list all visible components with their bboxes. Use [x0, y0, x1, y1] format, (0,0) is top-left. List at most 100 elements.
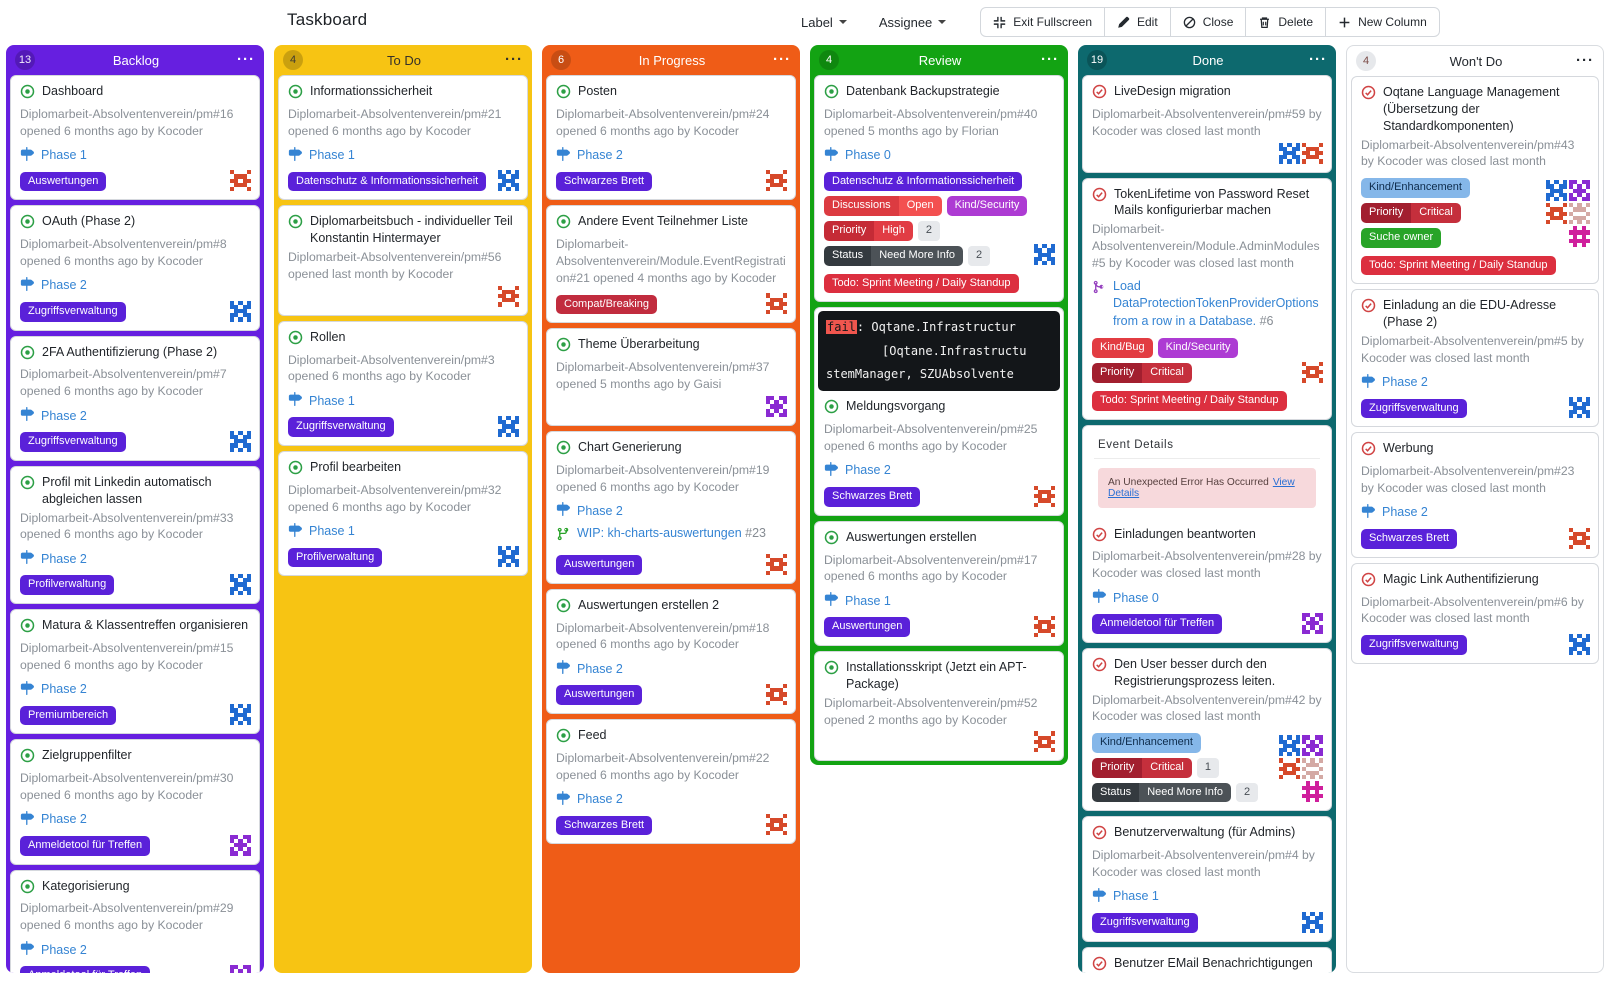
issue-title[interactable]: Kategorisierung — [42, 878, 130, 893]
issue-title[interactable]: Meldungsvorgang — [846, 399, 946, 414]
column-menu-button[interactable]: ··· — [1041, 51, 1059, 68]
delete-button[interactable]: Delete — [1245, 7, 1327, 37]
issue-card[interactable]: Auswertungen erstellen Diplomarbeit-Absol… — [814, 520, 1064, 647]
issue-card[interactable]: Informationssicherheit Diplomarbeit-Absol… — [278, 75, 528, 201]
issue-card[interactable]: Theme Überarbeitung Diplomarbeit-Absolven… — [546, 328, 796, 426]
milestone-link[interactable]: Phase 2 — [20, 941, 250, 958]
issue-title[interactable]: Profil mit Linkedin automatisch abgleich… — [42, 474, 212, 506]
assignee-filter-dropdown[interactable]: Assignee — [875, 9, 950, 36]
issue-card[interactable]: Zielgruppenfilter Diplomarbeit-Absolvente… — [10, 739, 260, 865]
issue-title[interactable]: LiveDesign migration — [1114, 84, 1231, 98]
column-menu-button[interactable]: ··· — [1576, 52, 1594, 69]
new-column-button[interactable]: New Column — [1325, 7, 1440, 37]
issue-title[interactable]: 2FA Authentifizierung (Phase 2) — [42, 344, 218, 359]
linked-pr[interactable]: WIP: kh-charts-auswertungen #23 — [556, 525, 786, 547]
issue-card[interactable]: Andere Event Teilnehmer Liste Diplomarbei… — [546, 205, 796, 324]
issue-card[interactable]: fail: Oqtane.Infrastructur [Oqtane.Infras… — [814, 307, 1064, 516]
issue-title[interactable]: Einladungen beantworten — [1114, 526, 1256, 541]
edit-button[interactable]: Edit — [1104, 7, 1171, 37]
milestone-link[interactable]: Phase 2 — [20, 810, 250, 828]
exit-fullscreen-button[interactable]: Exit Fullscreen — [980, 7, 1105, 37]
milestone-link[interactable]: Phase 2 — [1361, 503, 1589, 521]
issue-card[interactable]: Matura & Klassentreffen organisieren Dipl… — [10, 609, 260, 735]
linked-pr[interactable]: Load DataProtectionTokenProviderOptions … — [1092, 278, 1322, 331]
issue-card[interactable]: Datenbank Backupstrategie Diplomarbeit-Ab… — [814, 75, 1064, 303]
issue-title[interactable]: Einladung an die EDU-Adresse (Phase 2) — [1383, 298, 1557, 330]
view-details-link[interactable]: View Details — [1108, 476, 1295, 499]
milestone-link[interactable]: Phase 2 — [20, 680, 250, 698]
issue-title[interactable]: Posten — [578, 84, 617, 98]
label-filter-dropdown[interactable]: Label — [797, 9, 851, 36]
milestone-link[interactable]: Phase 2 — [556, 790, 786, 808]
issue-card[interactable]: Einladung an die EDU-Adresse (Phase 2) Di… — [1351, 289, 1599, 428]
milestone-link[interactable]: Phase 1 — [288, 522, 518, 540]
column-menu-button[interactable]: ··· — [237, 51, 255, 68]
column-menu-button[interactable]: ··· — [773, 51, 791, 68]
issue-title[interactable]: Matura & Klassentreffen organisieren — [42, 618, 249, 632]
issue-title[interactable]: Installationsskript (Jetzt ein APT-Packa… — [846, 660, 1027, 691]
issue-card[interactable]: 2FA Authentifizierung (Phase 2) Diplomarb… — [10, 335, 260, 461]
milestone-link[interactable]: Phase 1 — [288, 146, 518, 164]
issue-card[interactable]: Installationsskript (Jetzt ein APT-Packa… — [814, 651, 1064, 762]
column-menu-button[interactable]: ··· — [505, 51, 523, 68]
issue-card[interactable]: Oqtane Language Management (Übersetzung … — [1351, 76, 1599, 285]
issue-card[interactable]: Den User besser durch den Registrierungs… — [1082, 647, 1332, 812]
milestone-link[interactable]: Phase 2 — [556, 660, 786, 677]
issue-card[interactable]: Profil mit Linkedin automatisch abgleich… — [10, 465, 260, 604]
milestone-link[interactable]: Phase 2 — [20, 276, 250, 294]
issue-card[interactable]: Rollen Diplomarbeit-Absolventenverein/pm#… — [278, 320, 528, 446]
issue-card[interactable]: Event Details An Unexpected Error Has Occ… — [1082, 424, 1332, 643]
milestone-link[interactable]: Phase 1 — [1092, 887, 1322, 905]
milestone-link[interactable]: Phase 1 — [20, 146, 250, 164]
issue-title[interactable]: Oqtane Language Management (Übersetzung … — [1383, 85, 1560, 133]
issue-title[interactable]: Auswertungen erstellen — [846, 529, 977, 544]
milestone-link[interactable]: Phase 2 — [556, 146, 786, 164]
issue-card[interactable]: Werbung Diplomarbeit-Absolventenverein/pm… — [1351, 432, 1599, 558]
issue-open-icon — [824, 83, 839, 104]
issue-title[interactable]: OAuth (Phase 2) — [42, 214, 136, 229]
issue-title[interactable]: Rollen — [310, 329, 346, 344]
column-menu-button[interactable]: ··· — [1309, 51, 1327, 68]
issue-title[interactable]: Profil bearbeiten — [310, 459, 402, 474]
milestone-link[interactable]: Phase 2 — [824, 461, 1054, 479]
issue-title[interactable]: Chart Generierung — [578, 439, 682, 454]
issue-card[interactable]: Posten Diplomarbeit-Absolventenverein/pm#… — [546, 75, 796, 201]
milestone-link[interactable]: Phase 0 — [1092, 589, 1322, 606]
issue-title[interactable]: Werbung — [1383, 441, 1434, 456]
issue-title[interactable]: Datenbank Backupstrategie — [846, 84, 1000, 98]
issue-card[interactable]: Diplomarbeitsbuch - individueller Teil K… — [278, 205, 528, 316]
issue-title[interactable]: Feed — [578, 727, 607, 742]
issue-title[interactable]: Benutzerverwaltung (für Admins) — [1114, 825, 1296, 840]
issue-title[interactable]: Theme Überarbeitung — [578, 337, 700, 352]
issue-title[interactable]: Informationssicherheit — [310, 84, 433, 98]
milestone-link[interactable]: Phase 2 — [20, 550, 250, 567]
issue-title[interactable]: Magic Link Authentifizierung — [1383, 571, 1539, 586]
issue-title[interactable]: Den User besser durch den Registrierungs… — [1114, 656, 1276, 688]
issue-card[interactable]: OAuth (Phase 2) Diplomarbeit-Absolventenv… — [10, 205, 260, 331]
milestone-link[interactable]: Phase 0 — [824, 146, 1054, 164]
issue-title[interactable]: Dashboard — [42, 84, 104, 98]
milestone-link[interactable]: Phase 2 — [556, 502, 786, 519]
milestone-link[interactable]: Phase 1 — [288, 392, 518, 409]
issue-card[interactable]: Kategorisierung Diplomarbeit-Absolventenv… — [10, 869, 260, 973]
issue-title[interactable]: Diplomarbeitsbuch - individueller Teil K… — [310, 214, 513, 246]
milestone-link[interactable]: Phase 2 — [1361, 373, 1589, 391]
issue-card[interactable]: Chart Generierung Diplomarbeit-Absolvente… — [546, 430, 796, 584]
issue-card[interactable]: Feed Diplomarbeit-Absolventenverein/pm#22… — [546, 718, 796, 845]
issue-card[interactable]: Benutzer EMail Benachrichtigungen Versen… — [1082, 946, 1332, 973]
milestone-link[interactable]: Phase 1 — [824, 592, 1054, 609]
issue-title[interactable]: Andere Event Teilnehmer Liste — [578, 214, 749, 229]
issue-card[interactable]: Magic Link Authentifizierung Diplomarbeit… — [1351, 562, 1599, 664]
issue-card[interactable]: Dashboard Diplomarbeit-Absolventenverein/… — [10, 75, 260, 201]
issue-title[interactable]: TokenLifetime von Password Reset Mails k… — [1114, 186, 1310, 218]
issue-card[interactable]: TokenLifetime von Password Reset Mails k… — [1082, 177, 1332, 420]
milestone-link[interactable]: Phase 2 — [20, 407, 250, 424]
issue-title[interactable]: Benutzer EMail Benachrichtigungen Versen… — [1114, 955, 1313, 973]
issue-title[interactable]: Auswertungen erstellen 2 — [578, 597, 720, 612]
issue-card[interactable]: Auswertungen erstellen 2 Diplomarbeit-Abs… — [546, 588, 796, 714]
close-button[interactable]: Close — [1169, 7, 1247, 37]
issue-title[interactable]: Zielgruppenfilter — [42, 748, 132, 763]
issue-card[interactable]: Benutzerverwaltung (für Admins) Diplomarb… — [1082, 816, 1332, 942]
issue-card[interactable]: Profil bearbeiten Diplomarbeit-Absolvente… — [278, 450, 528, 577]
issue-card[interactable]: LiveDesign migration Diplomarbeit-Absolve… — [1082, 75, 1332, 173]
